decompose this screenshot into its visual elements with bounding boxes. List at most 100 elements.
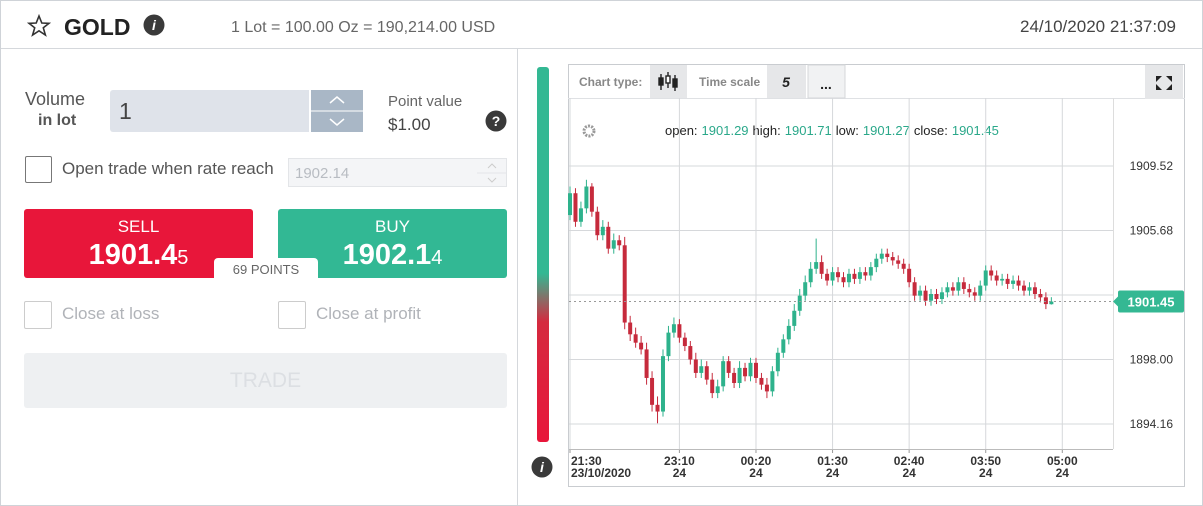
sentiment-bar (537, 67, 549, 442)
candle-body (568, 193, 572, 216)
candle-body (693, 359, 698, 373)
info-icon[interactable]: i (143, 14, 165, 36)
more-button[interactable] (807, 64, 846, 99)
favorite-star[interactable] (27, 14, 51, 38)
point-value: $1.00 (388, 115, 431, 134)
rate-checkbox[interactable] (25, 156, 52, 183)
candle-body (994, 275, 999, 281)
candle-body (743, 367, 748, 377)
trade-button[interactable]: TRADE (24, 353, 507, 408)
candle-body (748, 362, 753, 377)
candle-body (912, 282, 917, 296)
ohlc-value: 1901.29 (702, 123, 749, 138)
current-price-label: 1901.45 (1128, 295, 1175, 310)
candle-body (781, 339, 786, 353)
candle-body (803, 282, 808, 296)
candle-body (726, 361, 731, 373)
candle-body (710, 379, 715, 394)
fullscreen-icon (1156, 76, 1172, 90)
candle-body (573, 193, 578, 222)
close-profit-label: Close at profit (316, 304, 421, 323)
candle-body (885, 253, 890, 258)
spread-badge: 69 POINTS (214, 258, 318, 282)
time-scale-value: 5 (782, 74, 790, 90)
sell-price: 1901.4 (88, 239, 178, 271)
candle-body (961, 282, 966, 289)
candle-body (786, 325, 791, 340)
candle-body (1000, 278, 1005, 281)
candle-body (660, 356, 665, 412)
y-tick-label: 1909.52 (1130, 159, 1174, 173)
volume-value: 1 (119, 98, 132, 124)
candle-body (644, 349, 649, 378)
candle-body (721, 361, 726, 387)
ohlc-label: high: (753, 123, 781, 138)
candle-body (814, 262, 819, 269)
close-loss-label: Close at loss (62, 304, 160, 323)
candle-body (967, 288, 972, 293)
candle-body (1043, 297, 1048, 305)
candle-body (666, 332, 671, 357)
buy-price: 1902.1 (342, 239, 432, 271)
candle-body (578, 208, 583, 222)
panel-divider (517, 49, 518, 505)
fullscreen-button[interactable] (1145, 65, 1183, 99)
candle-body (945, 287, 950, 293)
current-price-pointer (1113, 296, 1118, 307)
candle-body (611, 240, 616, 249)
candle-body (1032, 287, 1037, 294)
datetime: 24/10/2020 21:37:09 (1020, 17, 1176, 36)
rate-checkbox-label: Open trade when rate reach (62, 159, 274, 178)
x-tick-sublabel: 24 (673, 466, 687, 480)
candle-body (770, 371, 775, 392)
candle-body (737, 367, 742, 383)
svg-text:?: ? (492, 113, 501, 129)
time-scale-button[interactable] (767, 65, 806, 98)
candle-body (956, 282, 961, 291)
x-tick-sublabel: 24 (979, 466, 993, 480)
y-tick-label: 1894.16 (1130, 417, 1174, 431)
svg-text:i: i (152, 17, 157, 33)
candle-body (1049, 301, 1054, 305)
sell-label: SELL (117, 217, 160, 236)
ohlc-value: 1901.27 (863, 123, 910, 138)
candle-body (1027, 287, 1032, 291)
volume-label: Volume (25, 89, 86, 109)
candle-body (934, 293, 939, 300)
ohlc-value: 1901.71 (785, 123, 832, 138)
candle-body (972, 292, 977, 296)
candle-body (868, 267, 873, 276)
candle-body (983, 270, 988, 286)
x-tick-sublabel: 24 (749, 466, 763, 480)
candle-body (617, 240, 622, 246)
rate-input: 1902.14 (288, 158, 507, 187)
current-price-tag (1118, 290, 1184, 313)
candle-body (907, 268, 912, 283)
candle-body (753, 362, 758, 378)
candle-body (989, 270, 994, 276)
chart-info-icon[interactable] (531, 456, 553, 478)
volume-input[interactable]: 1 (110, 90, 309, 132)
close-loss-checkbox[interactable] (24, 301, 52, 329)
candle-body (606, 226, 611, 249)
rate-spinner (477, 163, 507, 183)
candle-icon (658, 72, 678, 91)
candle-body (595, 211, 600, 236)
sell-pip: 5 (177, 247, 189, 269)
candle-body (1016, 280, 1021, 286)
candle-body (841, 277, 846, 283)
settings-gear[interactable] (582, 124, 596, 138)
x-tick-label: 00:20 (741, 454, 772, 468)
candle-body (650, 377, 655, 405)
candle-body (1011, 280, 1016, 284)
close-profit-checkbox[interactable] (278, 301, 306, 329)
y-tick-label: 1905.68 (1130, 224, 1174, 238)
candle-body (923, 290, 928, 301)
chart-frame (568, 64, 1185, 487)
candle-body (633, 334, 638, 343)
x-tick-label: 01:30 (817, 454, 848, 468)
help-icon[interactable]: ? (485, 110, 507, 132)
volume-spinner[interactable] (311, 90, 363, 132)
candle-body (792, 310, 797, 326)
